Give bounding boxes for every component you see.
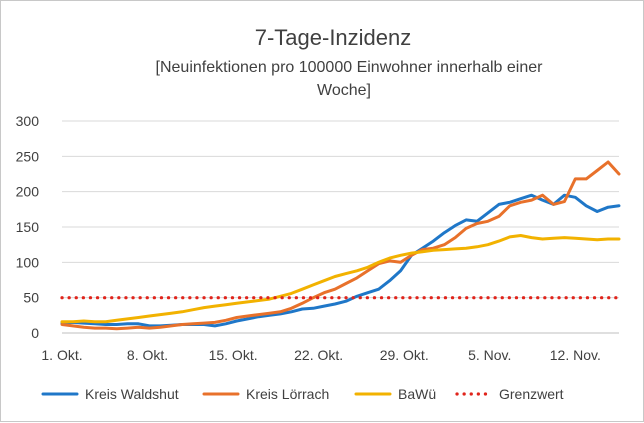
legend-label: Grenzwert: [499, 386, 564, 402]
legend-item: Grenzwert: [455, 386, 564, 402]
legend: Kreis Waldshut Kreis Lörrach BaWü Grenzwert: [41, 386, 564, 402]
x-tick-label: 29. Okt.: [380, 347, 429, 363]
legend-item: Kreis Lörrach: [202, 386, 329, 402]
y-tick-label: 0: [31, 325, 39, 341]
y-tick-label: 100: [16, 254, 40, 270]
series-line-bawü: [60, 234, 621, 324]
x-tick-label: 5. Nov.: [468, 347, 511, 363]
x-tick-label: 12. Nov.: [550, 347, 601, 363]
legend-item: BaWü: [354, 386, 436, 402]
chart-subtitle-line-2: Woche]: [317, 82, 371, 99]
y-tick-label: 250: [16, 148, 40, 164]
chart-title: 7-Tage-Inzidenz: [255, 25, 412, 50]
legend-item: Kreis Waldshut: [41, 386, 179, 402]
x-tick-label: 1. Okt.: [41, 347, 82, 363]
x-tick-label: 22. Okt.: [294, 347, 343, 363]
legend-label: Kreis Waldshut: [85, 386, 179, 402]
axes: 0 50 100 150 200 250 300 1. Okt. 8. Okt. 15. Okt.…: [16, 113, 601, 363]
x-tick-label: 8. Okt.: [127, 347, 168, 363]
series-line-kreis-waldshut: [60, 193, 621, 328]
y-tick-label: 300: [16, 113, 40, 129]
y-tick-label: 50: [23, 290, 39, 306]
legend-label: BaWü: [398, 386, 436, 402]
chart-subtitle-line-1: [Neuinfektionen pro 100000 Einwohner inn…: [156, 59, 544, 76]
series-lines: [60, 160, 621, 331]
x-tick-label: 15. Okt.: [209, 347, 258, 363]
y-tick-label: 150: [16, 219, 40, 235]
y-tick-label: 200: [16, 184, 40, 200]
series-line-kreis-lörrach: [60, 160, 621, 331]
legend-label: Kreis Lörrach: [246, 386, 329, 402]
